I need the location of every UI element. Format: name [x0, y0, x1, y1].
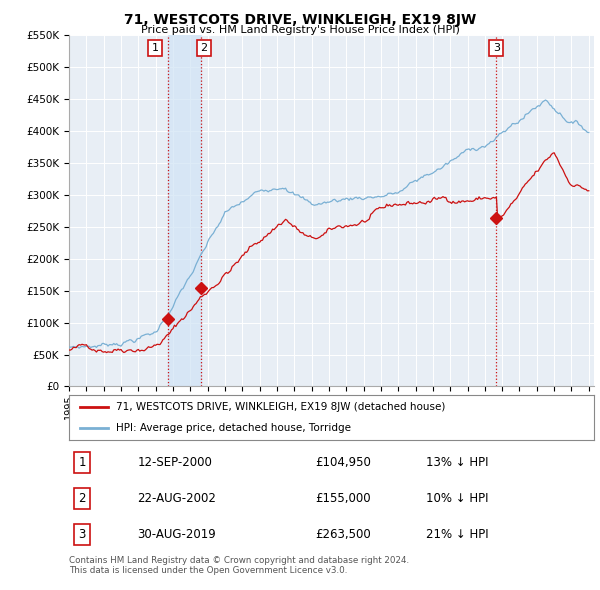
Text: 1: 1 — [79, 455, 86, 468]
Text: 71, WESTCOTS DRIVE, WINKLEIGH, EX19 8JW (detached house): 71, WESTCOTS DRIVE, WINKLEIGH, EX19 8JW … — [116, 402, 446, 412]
Text: 2: 2 — [79, 491, 86, 504]
Text: £263,500: £263,500 — [316, 527, 371, 540]
Text: 30-AUG-2019: 30-AUG-2019 — [137, 527, 216, 540]
Text: 1: 1 — [151, 43, 158, 53]
Text: £155,000: £155,000 — [316, 491, 371, 504]
Text: 12-SEP-2000: 12-SEP-2000 — [137, 455, 212, 468]
Text: 71, WESTCOTS DRIVE, WINKLEIGH, EX19 8JW: 71, WESTCOTS DRIVE, WINKLEIGH, EX19 8JW — [124, 13, 476, 27]
Text: 3: 3 — [79, 527, 86, 540]
Text: Contains HM Land Registry data © Crown copyright and database right 2024.
This d: Contains HM Land Registry data © Crown c… — [69, 556, 409, 575]
Text: Price paid vs. HM Land Registry's House Price Index (HPI): Price paid vs. HM Land Registry's House … — [140, 25, 460, 35]
Text: £104,950: £104,950 — [316, 455, 371, 468]
Text: 10% ↓ HPI: 10% ↓ HPI — [426, 491, 488, 504]
Text: 13% ↓ HPI: 13% ↓ HPI — [426, 455, 488, 468]
Text: 3: 3 — [493, 43, 500, 53]
Text: 22-AUG-2002: 22-AUG-2002 — [137, 491, 216, 504]
Text: 21% ↓ HPI: 21% ↓ HPI — [426, 527, 488, 540]
Text: 2: 2 — [200, 43, 208, 53]
Bar — [168, 35, 202, 386]
Text: HPI: Average price, detached house, Torridge: HPI: Average price, detached house, Torr… — [116, 422, 351, 432]
